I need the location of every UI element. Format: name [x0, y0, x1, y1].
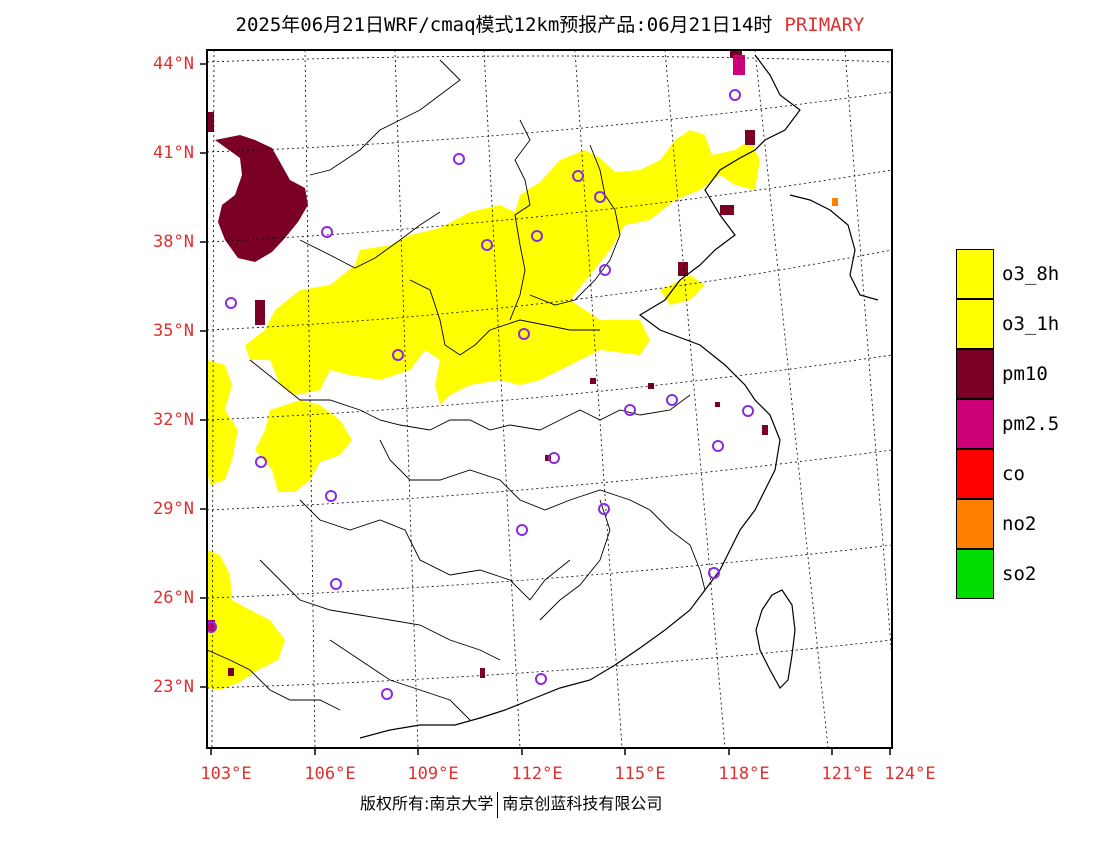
graticule	[207, 50, 892, 748]
lon-tick-label: 106°E	[304, 764, 356, 784]
station-markers	[207, 89, 754, 700]
legend-label: so2	[1002, 563, 1037, 585]
pm25-overlay	[207, 55, 745, 632]
lat-tick-label: 23°N	[153, 677, 194, 697]
lat-tick-label: 32°N	[153, 410, 194, 430]
lat-tick-label: 41°N	[153, 143, 194, 163]
o3-overlay	[207, 130, 760, 690]
lon-tick-label: 103°E	[200, 764, 252, 784]
lon-tick-label: 115°E	[614, 764, 666, 784]
o3-north-china-region	[245, 130, 760, 405]
legend-label: o3_1h	[1002, 313, 1060, 335]
lon-tick-label: 112°E	[511, 764, 563, 784]
legend-swatch	[956, 399, 994, 449]
legend-label: co	[1002, 463, 1025, 485]
primary-badge: PRIMARY	[784, 14, 865, 36]
legend-swatch	[956, 299, 994, 349]
lon-tick-label: 124°E	[884, 764, 936, 784]
o3-shandong-patch	[660, 275, 705, 305]
lat-tick-label: 44°N	[153, 54, 194, 74]
legend-swatch	[956, 549, 994, 599]
tick-marks	[200, 63, 891, 755]
legend-label: pm2.5	[1002, 413, 1060, 435]
map-frame	[206, 49, 893, 749]
o3-west-strip	[207, 360, 238, 485]
lat-tick-label: 29°N	[153, 499, 194, 519]
province-boundaries	[207, 59, 706, 721]
o3-sichuan-region	[255, 400, 352, 492]
lat-tick-label: 26°N	[153, 588, 194, 608]
legend-swatch	[956, 499, 994, 549]
copyright-company: 南京创蓝科技有限公司	[502, 794, 663, 813]
lon-tick-label: 109°E	[407, 764, 459, 784]
legend-swatch	[956, 349, 994, 399]
lon-tick-label: 121°E	[821, 764, 873, 784]
korea-peninsula	[789, 194, 879, 301]
legend-label: no2	[1002, 513, 1037, 535]
copyright-owner: 版权所有:南京大学	[360, 794, 494, 813]
legend-label: pm10	[1002, 363, 1048, 385]
footer-separator	[497, 791, 499, 818]
lat-tick-label: 38°N	[153, 232, 194, 252]
copyright-footer: 版权所有:南京大学 南京创蓝科技有限公司	[360, 790, 662, 818]
title-text: 2025年06月21日WRF/cmaq模式12km预报产品:06月21日14时	[235, 14, 773, 36]
legend-swatch	[956, 449, 994, 499]
coastline	[359, 54, 801, 739]
pm10-inner-mongolia-plume	[215, 135, 308, 262]
taiwan-outline	[755, 589, 796, 689]
lat-tick-label: 35°N	[153, 321, 194, 341]
lon-tick-label: 118°E	[718, 764, 770, 784]
no2-hotspot	[832, 198, 838, 206]
o3-yunnan-region	[207, 550, 285, 690]
legend-swatch	[956, 249, 994, 299]
map-title: 2025年06月21日WRF/cmaq模式12km预报产品:06月21日14时 P…	[0, 10, 1100, 37]
legend-label: o3_8h	[1002, 263, 1060, 285]
